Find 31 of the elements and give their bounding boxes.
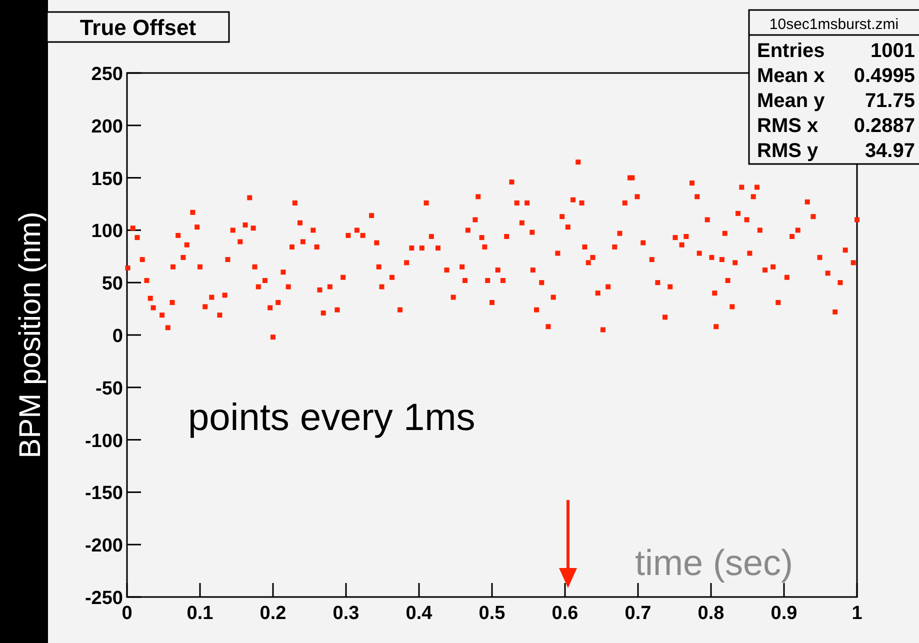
text: Entries 1001 xyxy=(757,40,915,62)
y-tick-label: 50 xyxy=(102,274,123,295)
text: 10sec1msburst.zmi xyxy=(769,16,899,33)
x-tick-label: 0.9 xyxy=(770,603,798,624)
x-tick-label: 1 xyxy=(852,603,863,624)
x-tick-label: 0.4 xyxy=(406,603,433,624)
x-tick-label: 0.3 xyxy=(332,603,360,624)
x-tick-label: 0.8 xyxy=(698,603,724,624)
annotation: points every 1ms xyxy=(188,397,476,439)
x-tick-label: 0.2 xyxy=(260,603,286,624)
y-tick-label: -250 xyxy=(84,588,123,609)
x-tick-label: 0.7 xyxy=(624,603,652,624)
text: Mean y 71.75 xyxy=(757,90,915,112)
x-tick-label: 0.5 xyxy=(478,603,506,624)
x-tick-label: 0.6 xyxy=(552,603,578,624)
y-axis-title: BPM position (nm) xyxy=(14,212,47,458)
y-tick-label: 150 xyxy=(91,168,123,190)
x-tick-label: 0.1 xyxy=(186,603,214,624)
y-tick-label: -100 xyxy=(84,430,123,452)
y-tick-label: -50 xyxy=(96,378,123,400)
text: Mean x 0.4995 xyxy=(757,65,915,87)
chart-title: True Offset xyxy=(80,15,197,40)
y-tick-label: -200 xyxy=(84,536,123,557)
text: RMS y 34.97 xyxy=(757,140,915,162)
y-tick-label: 250 xyxy=(91,64,123,85)
y-tick-label: -150 xyxy=(84,483,123,504)
y-tick-label: 0 xyxy=(112,326,123,347)
text: RMS x 0.2887 xyxy=(757,115,915,137)
y-tick-label: 200 xyxy=(91,116,123,138)
x-axis-title: time (sec) xyxy=(634,542,794,583)
y-tick-label: 100 xyxy=(91,221,123,242)
